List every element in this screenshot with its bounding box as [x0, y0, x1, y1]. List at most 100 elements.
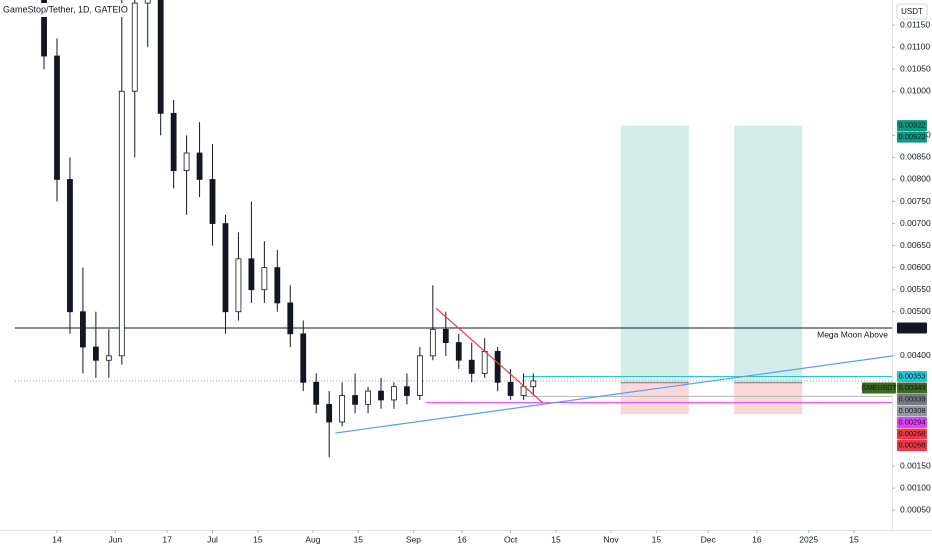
candle-body: [196, 152, 203, 180]
loss-zone: [620, 382, 689, 415]
price-badge-label: 0.00339: [898, 395, 925, 404]
candle-body: [54, 55, 60, 180]
title-bg: [0, 3, 130, 17]
candle-body: [287, 302, 294, 335]
candle-body: [520, 386, 527, 396]
plot: Mega Moon Above0.5: [14, 0, 894, 458]
y-tick-label: 0.00050: [900, 504, 931, 514]
trendline: [335, 355, 894, 434]
symbol-badge-label: GMEUSDT: [862, 385, 898, 392]
price-badge: [897, 417, 927, 429]
candle-body: [530, 380, 537, 388]
currency-box[interactable]: [896, 3, 928, 20]
line-label: Mega Moon Above: [817, 329, 888, 339]
x-tick-label: Jul: [207, 534, 218, 544]
x-tick-label: 17: [162, 534, 172, 544]
candle-body: [80, 311, 86, 348]
x-tick-label: Nov: [603, 534, 619, 544]
candle-body: [274, 267, 281, 304]
y-tick-label: 0.00700: [900, 218, 931, 228]
candle-body: [261, 267, 268, 291]
price-badge-label: 0.00343: [898, 383, 925, 392]
y-tick-label: 0.01100: [900, 41, 930, 51]
price-badge: [897, 322, 927, 334]
candle-body: [105, 355, 112, 361]
candle-body: [455, 342, 462, 361]
price-badge: [897, 428, 927, 440]
loss-zone: [734, 382, 803, 415]
x-tick-label: 15: [253, 534, 263, 544]
currency[interactable]: USDT: [901, 7, 923, 16]
candle-body: [404, 386, 410, 396]
candle-body: [494, 351, 501, 383]
candle-body: [209, 179, 216, 224]
x-tick-label: 15: [551, 534, 561, 544]
candle-body: [235, 258, 242, 313]
y-tick-label: 0.00750: [900, 196, 931, 206]
candle-body: [300, 333, 307, 383]
candle-body: [313, 381, 320, 405]
x-tick-label: 16: [457, 534, 467, 544]
y-tick-label: 0.00800: [900, 174, 931, 184]
symbol-badge: [862, 382, 896, 394]
price-badge-label: 0.00922: [898, 132, 925, 141]
price-badge-label: 0.00268: [898, 441, 925, 450]
price-badge: [897, 405, 927, 417]
candle-body: [41, 0, 47, 57]
price-badge: [897, 371, 927, 383]
price-badge-label: 0.00294: [898, 418, 925, 427]
candle-body: [481, 351, 488, 374]
chart-title: GameStop/Tether, 1D, GATEIO: [3, 4, 128, 14]
x-tick-label: Aug: [305, 534, 320, 544]
candle-body: [157, 0, 164, 114]
candle-body: [442, 328, 449, 344]
candle-body: [183, 152, 190, 172]
y-tick-label: 0.00550: [900, 284, 931, 294]
trendline: [435, 307, 544, 404]
price-badge: [897, 394, 927, 406]
y-tick-label: 0.00650: [900, 240, 931, 250]
y-tick-label: 0.01050: [900, 63, 931, 73]
candle-body: [118, 90, 125, 357]
profit-zone: [620, 125, 689, 383]
x-tick-label: 15: [849, 534, 859, 544]
candle-body: [131, 2, 138, 92]
price-badge: [897, 440, 927, 452]
y-tick-label: 0.01000: [900, 86, 931, 96]
price-badge: [897, 120, 927, 132]
candle-body: [429, 328, 436, 357]
x-tick-label: Sep: [406, 534, 421, 544]
x-tick-label: 15: [354, 534, 364, 544]
x-tick-label: 16: [752, 534, 762, 544]
y-tick-label: 0.00150: [900, 460, 931, 470]
candle-body: [170, 112, 177, 172]
candle-body: [365, 390, 371, 405]
candle-body: [92, 346, 99, 361]
candle-body: [326, 403, 333, 423]
candle-body: [222, 223, 229, 313]
x-tick-label: Oct: [504, 534, 518, 544]
candle-body: [391, 386, 397, 401]
x-tick-label: 14: [52, 534, 62, 544]
candle-body: [339, 395, 346, 423]
y-tick-label: 0.00400: [900, 350, 931, 360]
price-badge-label: 0.00463: [898, 323, 925, 332]
y-tick-label: 0.00100: [900, 482, 931, 492]
price-badge-label: 0.00353: [898, 372, 925, 381]
price-badge-label: 0.00922: [898, 121, 925, 130]
candle-body: [248, 258, 255, 291]
price-badge-label: 0.00308: [898, 406, 925, 415]
price-badge: [897, 382, 927, 394]
y-tick-label: 0.00600: [900, 262, 931, 272]
candle-body: [352, 395, 358, 405]
candle-body: [378, 390, 384, 401]
x-tick-label: Jun: [108, 534, 122, 544]
price-badge-label: 0.00268: [898, 429, 925, 438]
profit-zone: [734, 125, 803, 383]
candle-body: [144, 0, 151, 4]
y-tick-label: 0.00500: [900, 306, 931, 316]
x-tick-label: 2025: [799, 534, 818, 544]
candle-body: [507, 381, 514, 396]
